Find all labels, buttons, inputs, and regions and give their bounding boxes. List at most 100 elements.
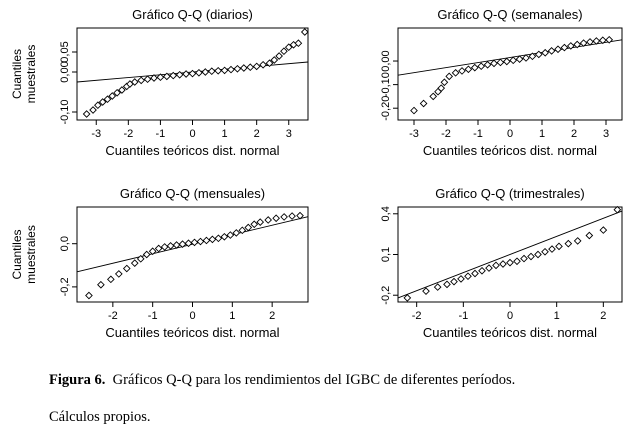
data-point	[172, 241, 181, 249]
data-point	[422, 287, 430, 295]
x-tick-label: 2	[254, 128, 260, 140]
data-point	[520, 254, 528, 263]
data-point	[403, 294, 412, 302]
data-point	[250, 220, 259, 229]
data-point	[122, 264, 131, 273]
x-tick-label: 0	[507, 310, 513, 322]
plot-frame	[76, 206, 309, 303]
x-axis-label: Cuantiles teóricos dist. normal	[423, 143, 597, 158]
qq-panel-4: Gráfico Q-Q (trimestrales) -2 -1 0 1 2 -0,2 0,1…	[380, 186, 623, 340]
data-point	[492, 261, 500, 270]
data-point	[613, 205, 622, 214]
data-point	[143, 75, 152, 84]
x-axis-label: Cuantiles teóricos dist. normal	[105, 143, 279, 158]
data-point	[264, 216, 273, 224]
data-point	[89, 106, 97, 114]
data-point	[513, 257, 521, 266]
x-tick-label: -2	[412, 310, 422, 322]
data-point	[130, 78, 139, 86]
data-point	[560, 43, 569, 52]
data-point	[433, 283, 442, 291]
data-point	[239, 64, 248, 72]
data-point	[232, 229, 241, 237]
y-tick-label: 0,00	[59, 61, 71, 82]
data-point	[270, 56, 279, 64]
data-point	[97, 280, 105, 289]
data-point	[220, 66, 229, 75]
data-point	[592, 37, 601, 45]
qq-panel-2: Gráfico Q-Q (semanales) -3 -2 -1 0 1 2 3 -0,20-0…	[380, 7, 623, 158]
data-point	[207, 67, 216, 76]
data-point	[573, 40, 582, 49]
data-point	[108, 92, 117, 100]
data-point	[599, 226, 608, 234]
data-point	[107, 275, 115, 284]
data-point	[478, 266, 486, 275]
data-point	[440, 78, 449, 87]
data-point	[548, 245, 556, 253]
y-tick-label: 0,00	[380, 50, 392, 71]
data-point	[113, 88, 121, 97]
data-point	[585, 231, 594, 240]
data-point	[275, 52, 283, 60]
data-point	[118, 86, 126, 94]
data-point	[94, 101, 102, 110]
data-point	[220, 232, 229, 241]
data-point	[470, 63, 479, 72]
data-point	[534, 50, 543, 59]
x-tick-label: -2	[441, 128, 451, 140]
data-point	[272, 214, 280, 223]
x-tick-label: -1	[156, 128, 166, 140]
data-point	[136, 254, 145, 263]
data-point	[137, 76, 146, 85]
x-tick-label: 2	[600, 310, 606, 322]
reference-line	[397, 39, 623, 76]
data-point	[196, 237, 205, 246]
x-tick-label: -2	[123, 128, 133, 140]
data-point	[579, 39, 588, 47]
chart-title: Gráfico Q-Q (trimestrales)	[435, 186, 585, 201]
data-point	[605, 35, 614, 44]
y-axis-label: Cuantilesmuestrales	[10, 45, 38, 104]
data-point	[496, 58, 505, 67]
caption-text: Gráficos Q-Q para los rendimientos del I…	[112, 372, 516, 388]
data-point	[483, 60, 492, 69]
data-point	[410, 106, 418, 115]
y-tick-label: 0,1	[380, 247, 392, 262]
data-point	[202, 236, 211, 245]
data-point	[554, 45, 562, 54]
x-tick-label: 1	[222, 128, 228, 140]
data-point	[148, 247, 157, 256]
data-point	[522, 54, 530, 62]
data-point	[226, 231, 235, 239]
data-point	[598, 36, 607, 45]
data-point	[166, 242, 175, 250]
y-tick-label: -0,2	[59, 277, 71, 296]
figure-caption: Figura 6. Gráficos Q-Q para los rendimie…	[49, 372, 619, 389]
data-point	[85, 291, 93, 300]
data-point	[233, 64, 242, 73]
chart-title: Gráfico Q-Q (diarios)	[132, 7, 253, 22]
data-point	[156, 73, 165, 82]
data-point	[445, 72, 454, 81]
x-tick-label: 3	[286, 128, 292, 140]
y-tick-label: -0,10	[59, 99, 71, 124]
data-point	[477, 62, 486, 71]
data-point	[214, 66, 223, 75]
x-tick-label: -1	[473, 128, 483, 140]
data-point	[547, 47, 556, 55]
data-point	[160, 243, 169, 251]
data-point	[244, 223, 253, 232]
data-point	[103, 95, 112, 104]
data-point	[188, 69, 197, 78]
data-point	[528, 52, 537, 61]
data-point	[419, 99, 428, 108]
data-point	[114, 270, 123, 278]
data-point	[527, 252, 535, 261]
data-point	[288, 212, 296, 220]
data-point	[246, 63, 255, 72]
data-point	[169, 71, 178, 80]
x-tick-label: -1	[148, 310, 158, 322]
data-point	[265, 59, 274, 68]
data-point	[142, 250, 151, 259]
